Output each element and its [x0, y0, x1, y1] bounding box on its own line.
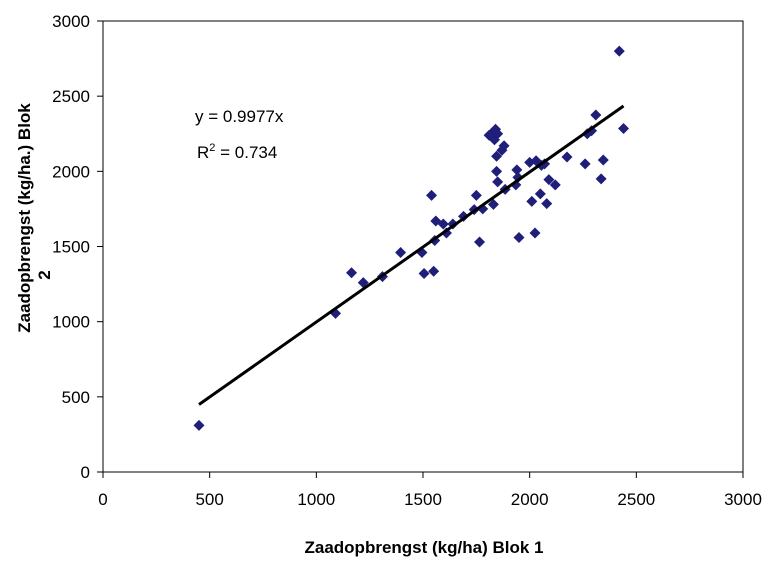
data-point — [543, 174, 555, 186]
data-point — [491, 165, 503, 177]
data-point — [498, 140, 510, 152]
y-tick-label: 3000 — [52, 12, 90, 31]
data-points — [193, 45, 630, 431]
data-point — [491, 150, 503, 162]
trendline — [198, 104, 625, 406]
data-point — [418, 268, 430, 280]
data-point — [487, 198, 499, 210]
x-tick-label: 1000 — [297, 490, 335, 509]
r-squared-value: = 0.734 — [215, 143, 277, 162]
data-point — [579, 158, 591, 170]
x-axis-ticks: 0 500 1000 1500 2000 2500 3000 — [98, 472, 762, 509]
y-axis-title-line1: Zaadopbrengst (kg/ha.) Blok — [15, 103, 34, 333]
data-point — [426, 189, 438, 201]
data-point — [193, 419, 205, 431]
x-tick-label: 2500 — [617, 490, 655, 509]
y-axis-ticks: 0 500 1000 1500 2000 2500 3000 — [52, 12, 103, 482]
trendline-group — [198, 104, 625, 406]
data-point — [428, 265, 440, 277]
data-point — [511, 164, 523, 176]
data-point — [395, 247, 407, 259]
data-point — [492, 176, 504, 188]
data-point — [618, 122, 630, 134]
data-point — [513, 231, 525, 243]
x-tick-label: 500 — [195, 490, 223, 509]
data-point — [597, 154, 609, 166]
y-tick-label: 1000 — [52, 313, 90, 332]
y-tick-label: 2000 — [52, 162, 90, 181]
y-tick-label: 0 — [81, 463, 90, 482]
data-point — [541, 198, 553, 210]
data-point — [561, 151, 573, 163]
y-tick-label: 1500 — [52, 238, 90, 257]
x-tick-label: 0 — [98, 490, 107, 509]
r-squared-r: R — [197, 143, 209, 162]
x-tick-label: 3000 — [724, 490, 762, 509]
x-tick-label: 1500 — [404, 490, 442, 509]
equation-label: y = 0.9977x — [195, 107, 284, 126]
r-squared-label: R2 = 0.734 — [197, 142, 277, 162]
r-squared-superscript: 2 — [209, 142, 215, 154]
x-axis-title: Zaadopbrengst (kg/ha) Blok 1 — [305, 538, 544, 557]
data-point — [526, 195, 538, 207]
y-tick-label: 500 — [62, 388, 90, 407]
y-axis-title-line2: 2 — [35, 270, 54, 279]
data-point — [613, 45, 625, 57]
x-tick-label: 2000 — [511, 490, 549, 509]
y-tick-label: 2500 — [52, 87, 90, 106]
data-point — [474, 236, 486, 248]
data-point — [549, 179, 561, 191]
data-point — [595, 173, 607, 185]
data-point — [346, 267, 358, 279]
data-point — [437, 218, 449, 230]
data-point — [529, 227, 541, 239]
data-point — [470, 189, 482, 201]
data-point — [534, 188, 546, 200]
data-point — [590, 109, 602, 121]
data-point — [492, 128, 504, 140]
